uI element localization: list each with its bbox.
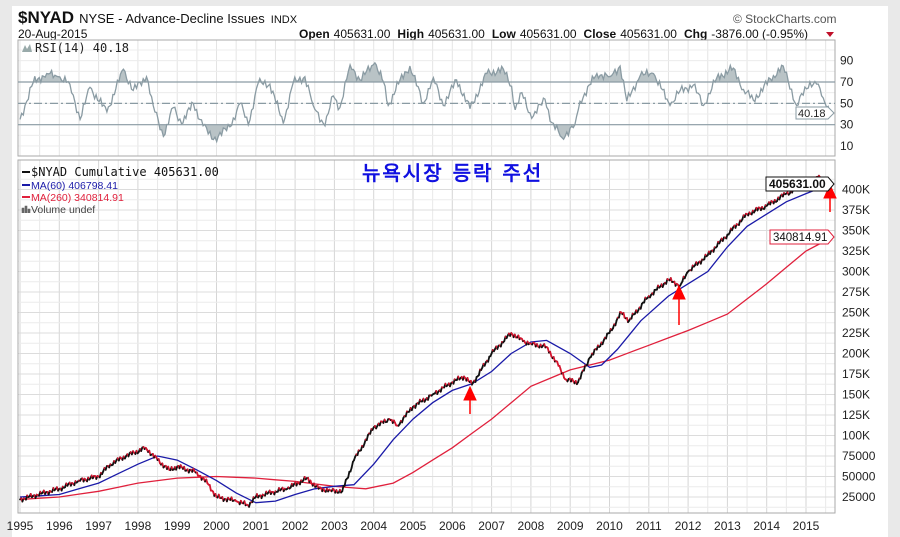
y-tick-label: 200K xyxy=(842,347,870,361)
x-tick-label: 2007 xyxy=(478,519,505,533)
x-tick-label: 2009 xyxy=(557,519,584,533)
x-tick-label: 2014 xyxy=(753,519,780,533)
y-tick-label: 150K xyxy=(842,388,870,402)
rsi-layer xyxy=(18,61,835,144)
ohlc-readout: Open 405631.00 High 405631.00 Low 405631.00 Cl… xyxy=(299,27,808,41)
x-tick-label: 1998 xyxy=(125,519,152,533)
rsi-panel xyxy=(17,39,836,157)
rsi-last-value: 40.18 xyxy=(798,108,826,120)
down-triangle-icon xyxy=(826,32,834,37)
legend-ma60: MA(60) 406798.41 xyxy=(31,180,118,192)
high-label: High xyxy=(397,27,424,41)
x-tick-label: 2010 xyxy=(596,519,623,533)
y-tick-label: 25000 xyxy=(842,490,876,504)
rsi-mountain-icon xyxy=(22,44,32,52)
low-label: Low xyxy=(492,27,517,41)
x-tick-label: 2006 xyxy=(439,519,466,533)
x-tick-label: 2004 xyxy=(360,519,387,533)
rsi-tick-label: 70 xyxy=(840,75,854,89)
ma260-last-value: 340814.91 xyxy=(773,232,827,244)
x-tick-label: 2003 xyxy=(321,519,348,533)
price-layer xyxy=(19,174,832,508)
rsi-tick-label: 10 xyxy=(840,139,854,153)
price-last-tag: 405631.00 xyxy=(765,176,835,192)
open-value: 405631.00 xyxy=(334,27,391,41)
symbol-name: NYSE - Advance-Decline Issues xyxy=(79,11,265,26)
legend-price: $NYAD Cumulative 405631.00 xyxy=(31,165,219,179)
volume-bars-icon xyxy=(21,205,31,213)
close-label: Close xyxy=(584,27,617,41)
price-segment xyxy=(347,470,351,479)
legend-ma260: MA(260) 340814.91 xyxy=(31,192,124,204)
y-tick-label: 175K xyxy=(842,367,870,381)
y-tick-label: 325K xyxy=(842,244,870,258)
y-tick-label: 75000 xyxy=(842,449,876,463)
price-segment xyxy=(208,484,212,492)
rsi-tick-label: 90 xyxy=(840,54,854,68)
y-tick-label: 400K xyxy=(842,183,870,197)
exchange: INDX xyxy=(271,14,298,26)
x-tick-label: 2000 xyxy=(203,519,230,533)
ma260-last-tag: 340814.91 xyxy=(769,229,835,245)
price-legend: $NYAD Cumulative 405631.00 MA(60) 406798… xyxy=(21,165,219,216)
date: 20-Aug-2015 xyxy=(18,27,88,41)
price-segment xyxy=(618,311,622,319)
y-tick-label: 125K xyxy=(842,408,870,422)
x-tick-label: 2001 xyxy=(242,519,269,533)
legend-volume: Volume undef xyxy=(31,204,95,216)
rsi-tick-label: 50 xyxy=(840,96,854,110)
korean-annotation: 뉴욕시장 등락 주선 xyxy=(362,161,543,185)
x-tick-label: 1997 xyxy=(85,519,112,533)
y-tick-label: 250K xyxy=(842,306,870,320)
x-tick-label: 2013 xyxy=(714,519,741,533)
arrow-up-icon xyxy=(463,385,477,414)
symbol: $NYAD xyxy=(18,8,74,27)
x-tick-label: 2002 xyxy=(282,519,309,533)
price-last-value: 405631.00 xyxy=(769,177,826,191)
x-tick-label: 2008 xyxy=(518,519,545,533)
x-tick-label: 2012 xyxy=(675,519,702,533)
axes: 1995 1996 1997 1998 1999 2000 2001 2002 2003 2004… xyxy=(7,54,876,533)
x-tick-label: 2011 xyxy=(636,519,662,533)
open-label: Open xyxy=(299,27,330,41)
rsi-legend: RSI(14) 40.18 xyxy=(35,41,129,55)
price-segment xyxy=(350,461,354,469)
price-segment xyxy=(583,364,587,372)
y-tick-label: 100K xyxy=(842,429,870,443)
brand-logo[interactable]: © StockCharts.com xyxy=(733,12,837,26)
x-tick-label: 1999 xyxy=(164,519,191,533)
y-tick-label: 300K xyxy=(842,265,870,279)
title-line: $NYAD NYSE - Advance-Decline Issues INDX xyxy=(18,8,298,27)
price-panel xyxy=(17,159,836,514)
ma260-line xyxy=(19,237,832,501)
rsi-line xyxy=(19,61,832,144)
close-value: 405631.00 xyxy=(620,27,677,41)
low-value: 405631.00 xyxy=(520,27,577,41)
x-tick-label: 2005 xyxy=(400,519,427,533)
price-segment xyxy=(343,479,347,487)
price-segment xyxy=(579,372,583,380)
x-tick-label: 1995 xyxy=(7,519,34,533)
rsi-last-tag: 40.18 xyxy=(795,106,835,120)
x-tick-label: 1996 xyxy=(46,519,73,533)
y-tick-label: 375K xyxy=(842,203,870,217)
chg-label: Chg xyxy=(684,27,707,41)
chg-value: -3876.00 (-0.95%) xyxy=(711,27,808,41)
arrow-up-icon xyxy=(672,284,686,325)
y-tick-label: 275K xyxy=(842,285,870,299)
high-value: 405631.00 xyxy=(428,27,485,41)
y-tick-label: 350K xyxy=(842,224,870,238)
rsi-tick-label: 30 xyxy=(840,118,854,132)
x-tick-label: 2015 xyxy=(793,519,820,533)
y-tick-label: 225K xyxy=(842,326,870,340)
y-tick-label: 50000 xyxy=(842,470,876,484)
annotation-arrows xyxy=(463,183,837,414)
price-segment xyxy=(477,368,481,377)
